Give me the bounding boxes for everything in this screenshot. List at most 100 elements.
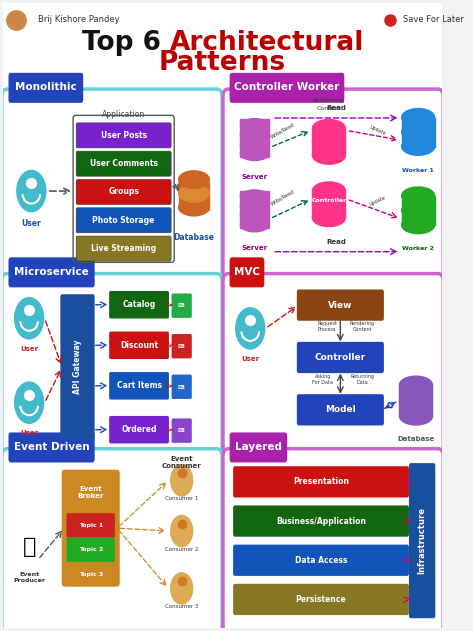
Text: Event
Producer: Event Producer xyxy=(13,572,45,582)
Text: Topic 1: Topic 1 xyxy=(79,523,103,528)
Text: Presentation: Presentation xyxy=(293,478,349,487)
Text: Live Streaming: Live Streaming xyxy=(91,244,156,253)
FancyBboxPatch shape xyxy=(67,562,115,586)
Text: Ordered: Ordered xyxy=(121,425,157,434)
FancyBboxPatch shape xyxy=(233,584,409,615)
Text: Read: Read xyxy=(326,239,346,245)
Ellipse shape xyxy=(313,209,345,227)
Text: Write/Read: Write/Read xyxy=(270,122,296,140)
Bar xyxy=(313,191,345,218)
FancyBboxPatch shape xyxy=(233,545,409,576)
Circle shape xyxy=(236,308,265,349)
Bar xyxy=(179,182,210,210)
Ellipse shape xyxy=(240,128,269,142)
FancyBboxPatch shape xyxy=(67,513,115,538)
FancyBboxPatch shape xyxy=(172,334,192,358)
Circle shape xyxy=(15,298,44,339)
FancyBboxPatch shape xyxy=(2,89,222,282)
FancyBboxPatch shape xyxy=(0,0,445,631)
Text: Database: Database xyxy=(174,233,214,242)
Text: Server: Server xyxy=(242,245,268,251)
Ellipse shape xyxy=(402,123,435,141)
Text: Patterns: Patterns xyxy=(159,50,286,76)
Text: Controller Worker: Controller Worker xyxy=(234,82,340,92)
Text: Model: Model xyxy=(325,405,356,415)
FancyBboxPatch shape xyxy=(297,342,384,373)
Text: Event Driven: Event Driven xyxy=(14,442,89,452)
Text: Update: Update xyxy=(369,195,387,207)
Text: Worker 2: Worker 2 xyxy=(402,246,434,251)
Text: Consumer 1: Consumer 1 xyxy=(165,497,198,502)
Text: MVC: MVC xyxy=(234,267,260,277)
FancyBboxPatch shape xyxy=(223,274,443,457)
FancyBboxPatch shape xyxy=(109,331,169,359)
Ellipse shape xyxy=(402,109,435,126)
FancyBboxPatch shape xyxy=(409,463,435,618)
FancyBboxPatch shape xyxy=(172,375,192,399)
Ellipse shape xyxy=(402,187,435,204)
Text: Topic 2: Topic 2 xyxy=(79,547,103,552)
Text: Cart Items: Cart Items xyxy=(116,381,162,391)
Circle shape xyxy=(171,464,193,496)
Text: Write/Read: Write/Read xyxy=(270,189,296,207)
Text: User: User xyxy=(21,219,41,228)
FancyBboxPatch shape xyxy=(233,466,409,497)
Text: Server: Server xyxy=(242,174,268,180)
Text: DB: DB xyxy=(178,384,185,389)
FancyBboxPatch shape xyxy=(229,257,264,287)
FancyBboxPatch shape xyxy=(297,290,384,321)
FancyBboxPatch shape xyxy=(297,394,384,425)
FancyBboxPatch shape xyxy=(109,372,169,399)
Bar xyxy=(240,191,269,228)
FancyBboxPatch shape xyxy=(172,418,192,443)
FancyBboxPatch shape xyxy=(109,416,169,444)
Ellipse shape xyxy=(179,171,210,188)
Bar xyxy=(240,119,269,156)
Text: Controller: Controller xyxy=(315,353,366,362)
Text: Data Access: Data Access xyxy=(295,556,347,565)
Text: Request
Process: Request Process xyxy=(317,321,337,333)
Text: Event
Broker: Event Broker xyxy=(78,486,104,499)
Ellipse shape xyxy=(240,147,269,160)
Text: Layered: Layered xyxy=(235,442,282,452)
Text: Asking
For Data: Asking For Data xyxy=(312,374,333,385)
FancyBboxPatch shape xyxy=(9,73,83,103)
Circle shape xyxy=(171,516,193,546)
Ellipse shape xyxy=(179,185,210,202)
Bar xyxy=(400,386,432,416)
FancyBboxPatch shape xyxy=(67,538,115,562)
FancyBboxPatch shape xyxy=(76,208,171,233)
Text: Photo Storage: Photo Storage xyxy=(92,216,155,225)
Text: Discount: Discount xyxy=(120,341,158,350)
FancyBboxPatch shape xyxy=(76,123,171,148)
FancyBboxPatch shape xyxy=(229,73,344,103)
Text: Update: Update xyxy=(369,124,387,136)
FancyBboxPatch shape xyxy=(61,469,120,587)
Text: Microservice: Microservice xyxy=(14,267,89,277)
Ellipse shape xyxy=(240,119,269,133)
FancyBboxPatch shape xyxy=(223,89,443,282)
FancyBboxPatch shape xyxy=(76,179,171,204)
Circle shape xyxy=(17,170,46,212)
Ellipse shape xyxy=(313,119,345,137)
Ellipse shape xyxy=(400,408,432,425)
Ellipse shape xyxy=(402,216,435,233)
Text: Event
Consumer: Event Consumer xyxy=(162,456,201,469)
Bar xyxy=(402,196,435,225)
Text: User Comments: User Comments xyxy=(90,159,158,168)
Text: Worker 1: Worker 1 xyxy=(402,167,434,172)
Text: Controller: Controller xyxy=(311,198,347,203)
Circle shape xyxy=(15,382,44,423)
Text: DB: DB xyxy=(178,428,185,433)
Ellipse shape xyxy=(240,209,269,223)
FancyBboxPatch shape xyxy=(2,274,222,457)
FancyBboxPatch shape xyxy=(9,432,95,463)
Ellipse shape xyxy=(240,218,269,232)
Ellipse shape xyxy=(400,392,432,410)
Text: Catalog: Catalog xyxy=(123,300,156,309)
Ellipse shape xyxy=(313,133,345,151)
Text: Consumer 3: Consumer 3 xyxy=(165,604,198,610)
Ellipse shape xyxy=(313,182,345,199)
Bar xyxy=(313,129,345,155)
Text: Brij Kishore Pandey: Brij Kishore Pandey xyxy=(38,15,120,24)
